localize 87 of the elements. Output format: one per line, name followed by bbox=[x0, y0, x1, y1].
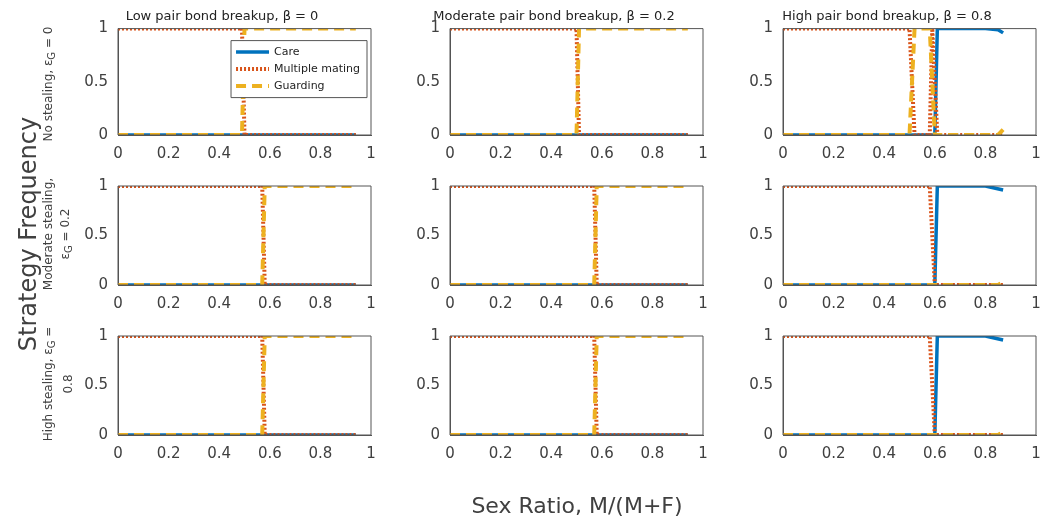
x-tick-label: 0.4 bbox=[872, 143, 897, 162]
y-tick-label: 0.5 bbox=[416, 225, 440, 244]
y-tick-label: 1 bbox=[430, 325, 440, 344]
x-tick-label: 1 bbox=[366, 443, 376, 462]
y-tick-label: 0.5 bbox=[416, 375, 440, 394]
x-tick-label: 0.2 bbox=[821, 293, 846, 312]
x-tick-label: 0.4 bbox=[207, 143, 232, 162]
text: Strategy Frequency bbox=[13, 116, 43, 354]
x-tick-label: 0 bbox=[445, 143, 455, 162]
x-tick-label: 0 bbox=[445, 443, 455, 462]
y-tick-label: 1 bbox=[763, 175, 773, 194]
x-tick-label: 0.6 bbox=[922, 443, 947, 462]
x-tick-label: 0.8 bbox=[640, 443, 665, 462]
x-tick-label: 0.6 bbox=[589, 143, 614, 162]
y-tick-label: 1 bbox=[430, 175, 440, 194]
x-tick-label: 0.2 bbox=[156, 443, 181, 462]
x-tick-label: 0.6 bbox=[589, 443, 614, 462]
x-tick-label: 0.4 bbox=[207, 293, 232, 312]
y-tick-label: 0 bbox=[98, 274, 108, 293]
x-tick-label: 0.6 bbox=[922, 293, 947, 312]
x-tick-label: 0.8 bbox=[973, 143, 998, 162]
x-tick-label: 0.8 bbox=[640, 293, 665, 312]
y-tick-label: 0 bbox=[430, 274, 440, 293]
x-tick-label: 0.6 bbox=[257, 293, 282, 312]
y-tick-label: 0 bbox=[430, 424, 440, 443]
x-tick-label: 0 bbox=[445, 293, 455, 312]
y-tick-label: 1 bbox=[98, 325, 108, 344]
legend-label: Guarding bbox=[274, 78, 325, 92]
y-tick-label: 0 bbox=[763, 124, 773, 143]
x-tick-label: 0.2 bbox=[488, 143, 513, 162]
x-tick-label: 0.4 bbox=[539, 143, 564, 162]
x-tick-label: 0.6 bbox=[257, 143, 282, 162]
x-tick-label: 0.2 bbox=[156, 293, 181, 312]
legend-label: Care bbox=[274, 44, 300, 58]
x-tick-label: 1 bbox=[366, 143, 376, 162]
x-tick-label: 1 bbox=[698, 143, 708, 162]
y-tick-label: 0.5 bbox=[749, 375, 773, 394]
y-tick-label: 0.5 bbox=[84, 225, 108, 244]
x-tick-label: 0.2 bbox=[156, 143, 181, 162]
x-tick-label: 0 bbox=[778, 293, 788, 312]
x-tick-label: 1 bbox=[698, 443, 708, 462]
y-tick-label: 1 bbox=[763, 18, 773, 37]
x-tick-label: 1 bbox=[366, 293, 376, 312]
chart-title: Low pair bond breakup, β = 0 bbox=[125, 8, 319, 24]
x-tick-label: 0.4 bbox=[872, 293, 897, 312]
x-tick-label: 0.2 bbox=[488, 293, 513, 312]
y-tick-label: 0 bbox=[763, 274, 773, 293]
x-tick-label: 1 bbox=[1031, 443, 1041, 462]
y-tick-label: 0 bbox=[763, 424, 773, 443]
y-tick-label: 0.5 bbox=[84, 71, 108, 90]
x-tick-label: 1 bbox=[698, 293, 708, 312]
x-tick-label: 0 bbox=[113, 443, 123, 462]
chart-title: High pair bond breakup, β = 0.8 bbox=[782, 8, 992, 24]
y-tick-label: 1 bbox=[763, 325, 773, 344]
y-tick-label: 1 bbox=[98, 18, 108, 37]
x-tick-label: 0.8 bbox=[973, 443, 998, 462]
y-tick-label: 0.5 bbox=[749, 71, 773, 90]
x-tick-label: 1 bbox=[1031, 143, 1041, 162]
x-tick-label: 0.4 bbox=[872, 443, 897, 462]
x-tick-label: 0.6 bbox=[257, 443, 282, 462]
y-tick-label: 0.5 bbox=[749, 225, 773, 244]
x-tick-label: 0 bbox=[113, 143, 123, 162]
x-tick-label: 0.8 bbox=[308, 443, 333, 462]
y-tick-label: 0 bbox=[430, 124, 440, 143]
x-tick-label: 0.6 bbox=[589, 293, 614, 312]
y-tick-label: 0 bbox=[98, 424, 108, 443]
text: Sex Ratio, M/(M+F) bbox=[470, 493, 684, 518]
x-tick-label: 0.8 bbox=[640, 143, 665, 162]
x-tick-label: 0 bbox=[778, 443, 788, 462]
x-tick-label: 0.4 bbox=[539, 293, 564, 312]
y-tick-label: 1 bbox=[98, 175, 108, 194]
y-tick-label: 0.5 bbox=[416, 71, 440, 90]
x-tick-label: 0.8 bbox=[973, 293, 998, 312]
x-tick-label: 0 bbox=[113, 293, 123, 312]
x-tick-label: 0.4 bbox=[207, 443, 232, 462]
x-tick-label: 0.2 bbox=[488, 443, 513, 462]
x-tick-label: 0 bbox=[778, 143, 788, 162]
y-tick-label: 0.5 bbox=[84, 375, 108, 394]
x-tick-label: 1 bbox=[1031, 293, 1041, 312]
x-tick-label: 0.6 bbox=[922, 143, 947, 162]
x-tick-label: 0.4 bbox=[539, 443, 564, 462]
x-tick-label: 0.2 bbox=[821, 443, 846, 462]
x-tick-label: 0.8 bbox=[308, 293, 333, 312]
y-tick-label: 0 bbox=[98, 124, 108, 143]
legend-label: Multiple mating bbox=[274, 61, 361, 75]
x-tick-label: 0.8 bbox=[308, 143, 333, 162]
x-tick-label: 0.2 bbox=[821, 143, 846, 162]
